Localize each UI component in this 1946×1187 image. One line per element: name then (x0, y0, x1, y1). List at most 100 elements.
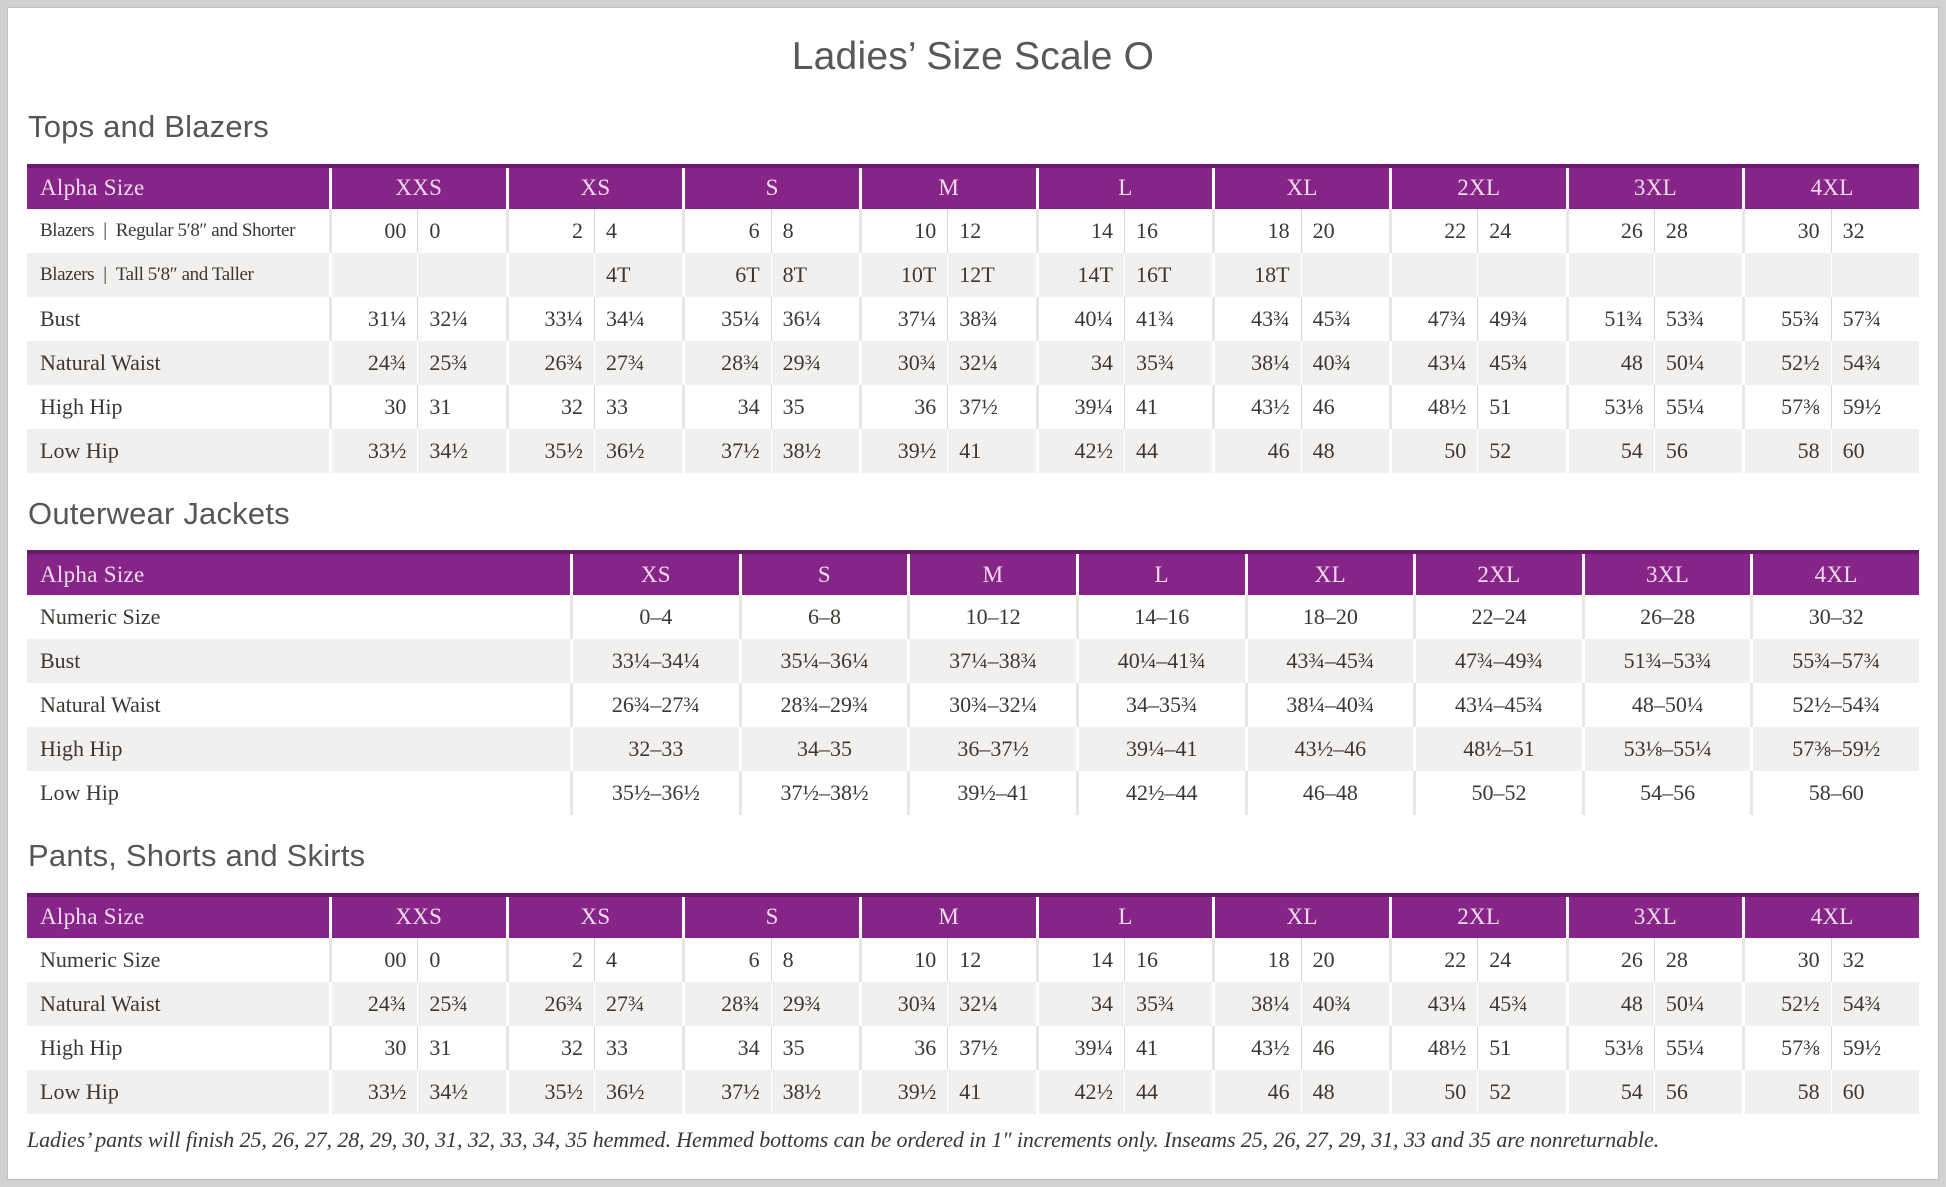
size-column-header: 2XL (1388, 167, 1566, 209)
measurement-cell: 50 (1388, 1069, 1478, 1114)
measurement-cell: 0–4 (570, 595, 739, 640)
row-label: Natural Waist (27, 981, 329, 1026)
measurement-cell: 2 (505, 208, 594, 253)
measurement-cell: 58 (1742, 428, 1831, 473)
measurement-cell: 41 (947, 428, 1036, 473)
measurement-cell: 16 (1123, 937, 1213, 982)
measurement-cell: 56 (1653, 428, 1743, 473)
measurement-cell: 28 (1653, 208, 1743, 253)
size-column-header: XS (505, 167, 683, 209)
measurement-cell: 27¾ (593, 981, 683, 1026)
size-table-pants-shorts-and-skirts: Alpha Size XXS XS S M L XL 2XL 3XL 4XL Numeric Siz… (27, 892, 1919, 1114)
measurement-cell: 4T (593, 252, 683, 297)
table-row: Low Hip 33½ 34½ 35½ 36½ 37½ 38½ 39½ 41 42½ 44 46 48 5… (27, 428, 1919, 473)
size-column-header: S (682, 896, 859, 938)
measurement-cell: 42½ (1035, 1069, 1124, 1114)
size-column-header: S (682, 167, 859, 209)
row-label: Blazers | Tall 5′8″ and Taller (27, 252, 329, 297)
size-column-header: XL (1212, 896, 1389, 938)
measurement-cell: 10 (858, 937, 948, 982)
size-column-header: 3XL (1565, 896, 1743, 938)
measurement-cell: 26 (1565, 208, 1654, 253)
measurement-cell: 55¾ (1742, 296, 1831, 341)
measurement-cell: 34–35¾ (1075, 683, 1245, 728)
measurement-cell: 50–52 (1413, 771, 1582, 816)
row-label: High Hip (27, 727, 570, 772)
measurement-cell: 51 (1477, 384, 1566, 429)
measurement-cell: 41¾ (1123, 296, 1213, 341)
measurement-cell: 6 (682, 937, 771, 982)
table-row: Numeric Size 0–4 6–8 10–12 14–16 18–20 22–24 26… (27, 595, 1919, 640)
measurement-cell: 38¾ (947, 296, 1036, 341)
size-column-header: 3XL (1581, 554, 1751, 596)
measurement-cell: 16 (1123, 208, 1213, 253)
measurement-cell: 6T (682, 252, 771, 297)
size-column-header: 3XL (1565, 167, 1743, 209)
measurement-cell: 30¾ (858, 340, 948, 385)
measurement-cell: 58–60 (1750, 771, 1919, 816)
measurement-cell: 38¼ (1212, 981, 1301, 1026)
measurement-cell: 36–37½ (907, 727, 1076, 772)
measurement-cell: 39¼–41 (1075, 727, 1245, 772)
measurement-cell: 52 (1477, 428, 1566, 473)
measurement-cell: 53⅛ (1565, 1025, 1654, 1070)
measurement-cell (505, 252, 594, 297)
measurement-cell: 18 (1212, 208, 1301, 253)
row-label: Bust (27, 639, 570, 684)
measurement-cell: 57⅜ (1742, 384, 1831, 429)
measurement-cell: 36 (858, 1025, 948, 1070)
measurement-cell: 6–8 (738, 595, 908, 640)
measurement-cell (1477, 252, 1566, 297)
row-label: Blazers | Regular 5′8″ and Shorter (27, 208, 329, 253)
measurement-cell: 35 (770, 384, 859, 429)
measurement-cell: 60 (1830, 428, 1919, 473)
measurement-cell: 26¾ (505, 340, 594, 385)
row-label: High Hip (27, 384, 329, 429)
measurement-cell: 44 (1123, 428, 1213, 473)
measurement-cell: 0 (417, 937, 506, 982)
measurement-cell: 32–33 (570, 727, 739, 772)
measurement-cell: 32 (505, 384, 594, 429)
size-column-header: XXS (329, 896, 506, 938)
measurement-cell: 34½ (417, 1069, 506, 1114)
row-label: Numeric Size (27, 595, 570, 640)
measurement-cell: 32¼ (417, 296, 506, 341)
measurement-cell: 20 (1300, 937, 1389, 982)
size-table-tops-and-blazers: Alpha Size XXS XS S M L XL 2XL 3XL 4XL Blazers | R… (27, 163, 1919, 473)
measurement-cell: 48 (1565, 340, 1654, 385)
size-column-header: L (1075, 554, 1245, 596)
measurement-cell: 14T (1035, 252, 1124, 297)
measurement-cell: 24 (1477, 937, 1566, 982)
alpha-size-header: Alpha Size (27, 896, 329, 938)
measurement-cell: 55¾–57¾ (1750, 639, 1919, 684)
measurement-cell (1653, 252, 1743, 297)
measurement-cell: 20 (1300, 208, 1389, 253)
measurement-cell (1742, 252, 1831, 297)
measurement-cell: 26 (1565, 937, 1654, 982)
measurement-cell: 26¾ (505, 981, 594, 1026)
measurement-cell: 14–16 (1075, 595, 1245, 640)
measurement-cell: 43¾–45¾ (1244, 639, 1414, 684)
measurement-cell: 39½–41 (907, 771, 1076, 816)
measurement-cell: 50¼ (1653, 981, 1743, 1026)
measurement-cell: 33¼ (505, 296, 594, 341)
row-label: High Hip (27, 1025, 329, 1070)
measurement-cell: 00 (329, 208, 418, 253)
size-column-header: M (858, 167, 1036, 209)
measurement-cell (1565, 252, 1654, 297)
measurement-cell: 43¾ (1212, 296, 1301, 341)
measurement-cell: 45¾ (1477, 340, 1566, 385)
measurement-cell: 36 (858, 384, 948, 429)
measurement-cell: 38½ (770, 428, 859, 473)
measurement-cell: 14 (1035, 208, 1124, 253)
measurement-cell: 48 (1565, 981, 1654, 1026)
measurement-cell: 53¾ (1653, 296, 1743, 341)
measurement-cell: 48 (1300, 428, 1389, 473)
measurement-cell: 22–24 (1413, 595, 1582, 640)
measurement-cell: 45¾ (1477, 981, 1566, 1026)
measurement-cell: 53⅛–55¼ (1581, 727, 1751, 772)
hemming-footnote: Ladies’ pants will finish 25, 26, 27, 28… (27, 1126, 1660, 1152)
measurement-cell: 32 (505, 1025, 594, 1070)
measurement-cell: 29¾ (770, 340, 859, 385)
table-row: Natural Waist 24¾ 25¾ 26¾ 27¾ 28¾ 29¾ 30¾ 32¼ 34 3… (27, 340, 1919, 385)
